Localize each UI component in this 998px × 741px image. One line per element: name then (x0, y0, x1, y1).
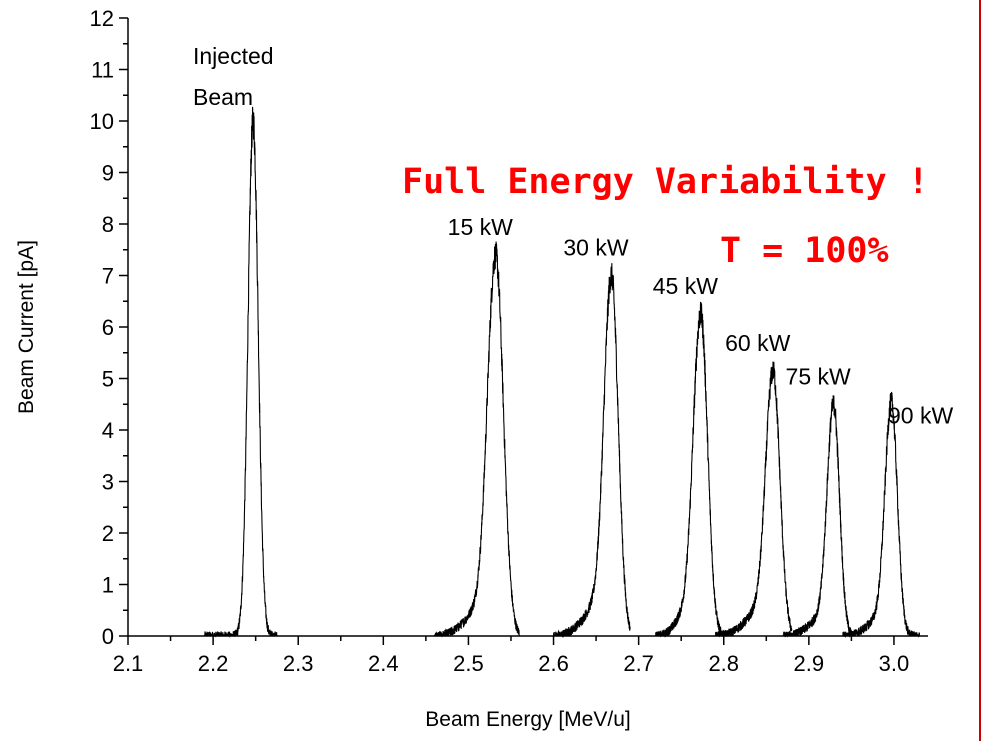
peak-trace-1 (433, 241, 520, 638)
x-ticks: 2.1 2.2 2.3 2.4 2.5 2.6 2.7 2.8 2.9 3.0 (113, 636, 910, 676)
injected-beam-label-line2: Beam (193, 84, 253, 110)
peak-trace-5 (782, 395, 852, 638)
peak-label-5: 75 kW (786, 363, 851, 389)
peak-trace-3 (655, 301, 725, 638)
y-tick-label: 9 (102, 161, 114, 186)
y-tick-label: 7 (102, 264, 114, 289)
peak-trace-0 (204, 106, 278, 638)
x-axis-title: Beam Energy [MeV/u] (425, 708, 630, 731)
y-tick-label: 3 (102, 470, 114, 495)
peak-label-6: 90 kW (888, 403, 953, 429)
peak-trace-2 (552, 263, 631, 638)
peak-label-3: 45 kW (653, 273, 718, 299)
y-tick-label: 12 (90, 6, 114, 31)
x-tick-label: 2.5 (453, 651, 484, 676)
y-axis-title: Beam Current [pA] (15, 240, 38, 414)
y-tick-label: 11 (91, 58, 114, 83)
transmission-annotation: T = 100% (720, 231, 889, 271)
y-tick-label: 8 (102, 212, 114, 237)
peak-trace-6 (842, 391, 921, 639)
x-tick-label: 3.0 (879, 651, 910, 676)
x-tick-label: 2.1 (113, 651, 144, 676)
y-tick-label: 2 (102, 521, 114, 546)
y-tick-label: 0 (102, 624, 114, 649)
x-tick-label: 2.2 (198, 651, 229, 676)
x-tick-label: 2.8 (708, 651, 739, 676)
y-tick-label: 10 (90, 109, 114, 134)
peak-traces (204, 106, 921, 639)
y-tick-label: 5 (102, 367, 114, 392)
peak-labels: 15 kW 30 kW 45 kW 60 kW 75 kW 90 kW (448, 214, 954, 429)
peak-label-1: 15 kW (448, 214, 513, 240)
y-tick-label: 4 (102, 418, 114, 443)
y-tick-label: 1 (102, 573, 114, 598)
x-tick-label: 2.7 (623, 651, 654, 676)
peak-label-2: 30 kW (563, 235, 628, 261)
peak-trace-4 (714, 361, 793, 638)
injected-beam-label-line1: Injected (193, 43, 274, 69)
full-energy-variability-headline: Full Energy Variability ! (402, 162, 929, 202)
x-tick-label: 2.6 (538, 651, 569, 676)
y-tick-label: 6 (102, 315, 114, 340)
peak-label-4: 60 kW (725, 330, 790, 356)
x-tick-label: 2.3 (283, 651, 314, 676)
x-tick-label: 2.4 (368, 651, 399, 676)
x-tick-label: 2.9 (794, 651, 825, 676)
